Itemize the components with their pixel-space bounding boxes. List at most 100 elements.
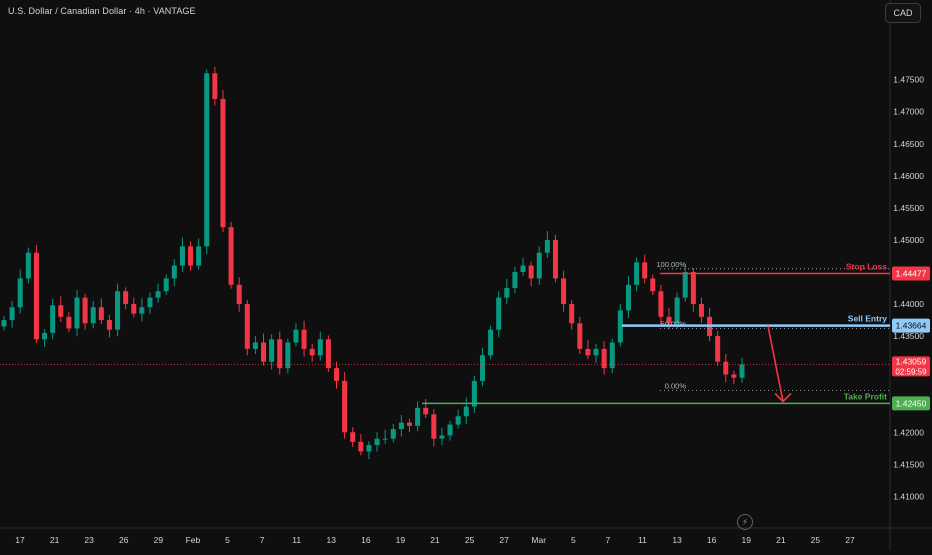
candle-body (471, 380, 477, 407)
candle-body (82, 297, 88, 324)
candle-body (455, 416, 461, 425)
candle-body (228, 227, 234, 285)
x-tick-label: 16 (707, 535, 717, 545)
x-tick-label: 19 (396, 535, 406, 545)
candle-body (439, 435, 445, 439)
candle-body (9, 307, 15, 321)
candle-body (447, 424, 453, 436)
x-tick-label: 26 (119, 535, 129, 545)
x-tick-label: 5 (225, 535, 230, 545)
candle-body (293, 329, 299, 343)
candle-body (406, 422, 413, 426)
candle-body (188, 246, 194, 266)
x-tick-label: 11 (638, 535, 647, 545)
level-text: Sell Entry (848, 314, 887, 324)
y-tick-label: 1.47000 (893, 107, 924, 117)
y-tick-label: 1.47500 (893, 75, 924, 85)
x-tick-label: 13 (672, 535, 682, 545)
candle-body (528, 265, 534, 279)
y-tick-label: 1.42000 (893, 427, 924, 437)
candle-body (220, 98, 226, 228)
candle-body (204, 73, 210, 247)
candle-body (561, 278, 567, 305)
x-tick-label: 27 (499, 535, 509, 545)
fib-level-label: 100.00% (656, 260, 686, 269)
candle-body (106, 320, 112, 330)
y-tick-label: 1.46500 (893, 139, 924, 149)
candle-body (74, 297, 80, 329)
x-tick-label: 21 (776, 535, 786, 545)
candle-body (301, 329, 307, 349)
candle-body (366, 445, 372, 452)
candle-body (147, 297, 153, 308)
level-price-tag (892, 318, 930, 333)
candle-body (277, 339, 283, 369)
candle-body (33, 252, 39, 340)
candle-body (98, 307, 104, 321)
y-tick-label: 1.45500 (893, 203, 924, 213)
candle-body (739, 364, 745, 378)
candle-body (504, 288, 510, 298)
y-tick-label: 1.46000 (893, 171, 924, 181)
candle-body (155, 291, 161, 298)
x-tick-label: 23 (84, 535, 94, 545)
level-price-label: 1.43664 (896, 321, 927, 331)
candle-body (479, 355, 485, 381)
candle-body (666, 316, 672, 324)
candle-body (674, 297, 680, 324)
candle-body (585, 348, 591, 356)
candle-body (269, 339, 275, 362)
countdown-label: 02:59:59 (895, 367, 927, 376)
y-tick-label: 1.41000 (893, 491, 924, 501)
x-tick-label: 29 (154, 535, 164, 545)
candle-body (350, 432, 356, 442)
candle-body (123, 291, 129, 305)
currency-button[interactable]: CAD (885, 3, 921, 23)
candle-body (285, 342, 291, 369)
candle-body (58, 305, 64, 317)
x-tick-label: 5 (571, 535, 576, 545)
level-price-tag (892, 266, 930, 281)
candle-body (731, 374, 737, 378)
candle-body (196, 246, 202, 266)
candle-body (358, 441, 364, 452)
candle-body (333, 368, 340, 381)
candle-body (252, 342, 258, 349)
candle-body (325, 339, 331, 369)
candle-body (544, 239, 550, 253)
x-tick-label: 16 (361, 535, 371, 545)
candle-body (463, 406, 469, 417)
candle-body (317, 339, 323, 356)
candle-body (415, 407, 421, 426)
candle-body (423, 407, 429, 415)
candle-body (50, 305, 56, 333)
y-tick-label: 1.41500 (893, 459, 924, 469)
lightning-icon[interactable]: ⚡ (737, 514, 753, 530)
candle-body (42, 332, 48, 340)
level-price-tag (892, 396, 930, 411)
candle-body (25, 252, 31, 279)
candle-body (309, 348, 315, 356)
fib-level-label: 0.00% (665, 382, 687, 391)
level-text: Take Profit (844, 391, 887, 401)
level-price-label: 1.42450 (896, 398, 927, 408)
x-tick-label: 25 (811, 535, 821, 545)
candle-body (617, 310, 623, 343)
candle-body (236, 284, 242, 305)
candle-body (690, 272, 696, 305)
current-price-tag (892, 356, 930, 377)
candle-body (261, 342, 267, 362)
candle-body (390, 429, 396, 439)
x-tick-label: 17 (15, 535, 25, 545)
x-tick-label: 13 (327, 535, 337, 545)
candle-body (179, 246, 185, 266)
candle-body (569, 304, 575, 324)
candle-body (682, 272, 688, 298)
candle-body (431, 414, 437, 439)
candle-body (723, 361, 729, 375)
candle-body (715, 336, 721, 362)
candle-body (66, 316, 72, 329)
candle-body (131, 304, 137, 314)
